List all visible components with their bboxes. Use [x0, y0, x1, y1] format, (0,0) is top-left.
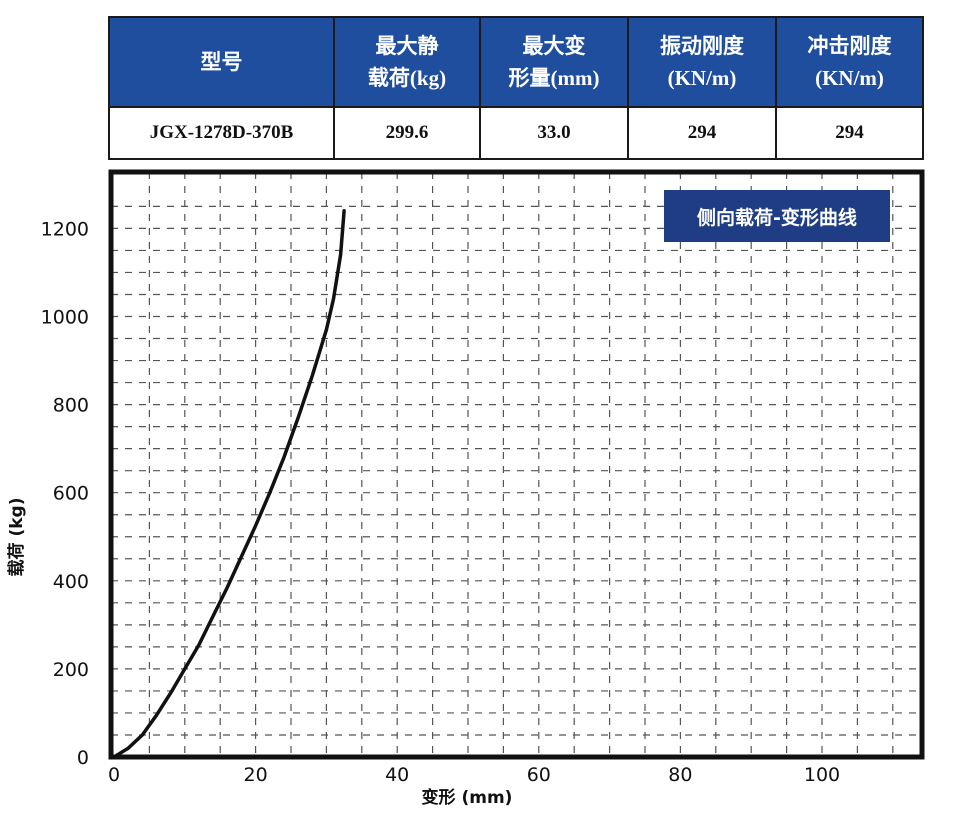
cell-vibration-stiffness: 294 [627, 106, 777, 160]
x-tick-label: 0 [108, 764, 120, 786]
spec-header-row: 型号 最大静 载荷(kg) 最大变 形量(mm) 振动刚度 (KN/m) 冲击刚… [108, 16, 924, 108]
x-tick-label: 20 [244, 764, 268, 786]
y-axis-title: 载荷 (kg) [6, 498, 27, 577]
y-tick-label: 0 [77, 747, 89, 769]
plot-frame [108, 169, 925, 760]
legend-background [664, 190, 890, 242]
spec-table: 型号 最大静 载荷(kg) 最大变 形量(mm) 振动刚度 (KN/m) 冲击刚… [108, 16, 924, 160]
spec-data-row: JGX-1278D-370B 299.6 33.0 294 294 [108, 106, 924, 160]
y-tick-label: 1200 [41, 218, 89, 240]
header-max-deformation-line2: 形量(mm) [508, 66, 600, 90]
cell-max-deformation: 33.0 [479, 106, 629, 160]
x-tick-label: 60 [527, 764, 551, 786]
header-max-deformation: 最大变 形量(mm) [479, 16, 629, 108]
series-line [112, 209, 346, 759]
cell-max-static-load: 299.6 [333, 106, 481, 160]
y-tick-label: 200 [53, 659, 89, 681]
header-impact-stiffness-line1: 冲击刚度 [807, 34, 892, 58]
y-tick-label: 600 [53, 483, 89, 505]
x-tick-label: 40 [385, 764, 409, 786]
header-model: 型号 [108, 16, 335, 108]
header-max-static-load-line1: 最大静 [375, 34, 439, 58]
cell-impact-stiffness: 294 [775, 106, 924, 160]
y-tick-label: 1000 [41, 307, 89, 329]
header-impact-stiffness-line2: (KN/m) [815, 66, 884, 90]
y-tick-label: 800 [53, 395, 89, 417]
header-max-deformation-line1: 最大变 [522, 34, 586, 58]
x-axis-title: 变形 (mm) [422, 787, 513, 808]
header-vibration-stiffness-line1: 振动刚度 [660, 34, 744, 58]
cell-model: JGX-1278D-370B [108, 106, 335, 160]
header-max-static-load-line2: 载荷(kg) [367, 66, 447, 90]
x-tick-label: 100 [804, 764, 840, 786]
header-vibration-stiffness-line2: (KN/m) [667, 66, 737, 90]
header-vibration-stiffness: 振动刚度 (KN/m) [627, 16, 777, 108]
legend-label: 侧向载荷-变形曲线 [697, 206, 857, 229]
header-max-static-load: 最大静 载荷(kg) [333, 16, 481, 108]
y-tick-labels: 0 200 400 600 800 1000 1200 [41, 218, 89, 769]
x-tick-labels: 0 20 40 60 80 100 [108, 764, 840, 786]
header-model-label: 型号 [200, 50, 243, 74]
y-tick-label: 400 [53, 571, 89, 593]
grid-layer [111, 172, 922, 757]
x-tick-label: 80 [668, 764, 692, 786]
legend-box: 侧向载荷-变形曲线 [664, 190, 890, 242]
header-impact-stiffness: 冲击刚度 (KN/m) [775, 16, 924, 108]
